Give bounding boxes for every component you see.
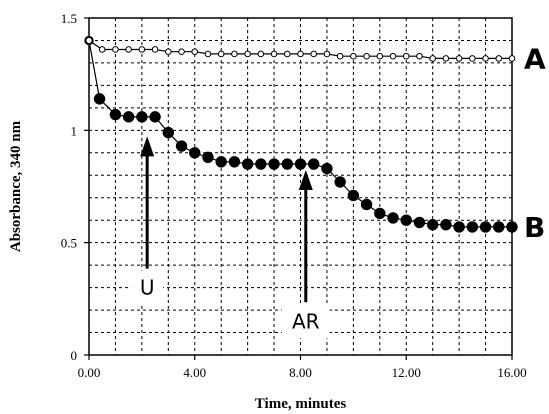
data-point-a: [350, 52, 357, 60]
data-point-a: [112, 46, 119, 53]
data-point-b: [228, 156, 241, 168]
y-tick-label: 0: [71, 348, 78, 363]
data-point-b: [109, 108, 122, 121]
data-point-a: [191, 48, 199, 56]
data-point-a: [231, 50, 238, 58]
data-point-a: [442, 55, 450, 62]
data-point-a: [402, 52, 410, 60]
series-tags: AB: [524, 42, 546, 244]
x-tick-label: 16.00: [497, 365, 526, 380]
data-point-b: [374, 207, 386, 220]
data-point-a: [389, 52, 397, 60]
data-point-b: [506, 221, 518, 233]
data-point-b: [136, 111, 148, 123]
y-tick-label: 0.5: [61, 236, 77, 251]
series-label-a: A: [524, 42, 546, 75]
series-label-b: B: [524, 211, 545, 244]
x-tick-labels: 0.00 4.00 8.00 12.00 16.00: [78, 365, 527, 380]
x-tick-label: 4.00: [183, 365, 206, 380]
data-point-b: [360, 198, 373, 211]
data-point-a: [416, 52, 423, 60]
data-point-b: [255, 158, 267, 170]
data-point-a: [376, 52, 384, 60]
y-tick-label: 1: [71, 123, 78, 138]
annotation-label: U: [140, 276, 155, 300]
data-point-a: [482, 55, 489, 62]
data-point-a: [151, 46, 159, 53]
data-point-a: [469, 55, 476, 62]
x-tick-label: 8.00: [289, 365, 312, 380]
data-point-b: [479, 221, 492, 233]
y-tick-label: 1.5: [61, 11, 77, 26]
data-point-b: [440, 218, 452, 231]
annotation-u: U: [131, 136, 164, 305]
series-points: [84, 35, 518, 233]
data-point-b: [453, 221, 465, 233]
annotation-ar: AR: [281, 170, 330, 339]
annotations: U AR: [131, 136, 330, 339]
y-tick-labels: 0 0.5 1 1.5: [61, 11, 77, 363]
data-point-b: [268, 158, 280, 170]
data-point-a: [283, 50, 291, 58]
data-point-b: [321, 162, 333, 175]
data-point-a: [125, 46, 132, 53]
data-point-b: [162, 126, 175, 139]
annotation-label: AR: [292, 309, 320, 333]
annotation-box: [131, 270, 164, 305]
data-point-b: [493, 221, 505, 233]
data-point-b: [215, 156, 227, 168]
data-point-b: [281, 158, 293, 170]
data-point-b: [294, 158, 307, 170]
annotation-arrow-head: [298, 170, 313, 191]
data-point-b: [149, 111, 161, 123]
data-point-a: [455, 55, 463, 62]
data-point-b: [466, 221, 479, 233]
data-point-b: [308, 158, 320, 170]
data-point-a: [178, 48, 185, 56]
data-point-b: [241, 158, 254, 170]
data-point-a: [257, 50, 265, 58]
data-point-b: [189, 147, 201, 159]
data-point-b: [387, 212, 399, 224]
annotation-arrow-head: [140, 136, 155, 157]
y-axis-title: Absorbance, 340 nm: [8, 120, 24, 252]
data-point-a: [244, 50, 251, 58]
data-point-a: [363, 52, 370, 60]
data-point-a: [429, 55, 436, 62]
data-point-b: [93, 93, 106, 105]
data-point-a: [165, 48, 172, 56]
data-point-b: [413, 216, 426, 229]
data-point-b: [426, 218, 439, 231]
data-point-a: [336, 52, 344, 60]
data-point-b: [202, 151, 214, 163]
data-point-a: [270, 50, 278, 58]
data-point-b: [400, 214, 412, 226]
data-point-b: [84, 35, 94, 46]
x-tick-label: 12.00: [392, 365, 421, 380]
data-point-b: [122, 111, 135, 123]
data-point-b: [175, 140, 188, 152]
annotation-box: [281, 304, 330, 339]
axis-ticks: [84, 17, 513, 360]
data-point-a: [323, 50, 331, 58]
data-point-a: [310, 50, 318, 58]
data-point-b: [347, 189, 360, 202]
x-tick-label: 0.00: [78, 365, 101, 380]
data-point-a: [297, 50, 304, 58]
data-point-a: [138, 46, 146, 53]
data-point-a: [98, 46, 106, 53]
data-point-a: [204, 50, 212, 58]
data-point-a: [508, 55, 516, 62]
data-point-b: [334, 176, 346, 188]
data-point-a: [217, 50, 225, 58]
data-point-a: [495, 55, 503, 62]
x-axis-title: Time, minutes: [255, 396, 347, 412]
